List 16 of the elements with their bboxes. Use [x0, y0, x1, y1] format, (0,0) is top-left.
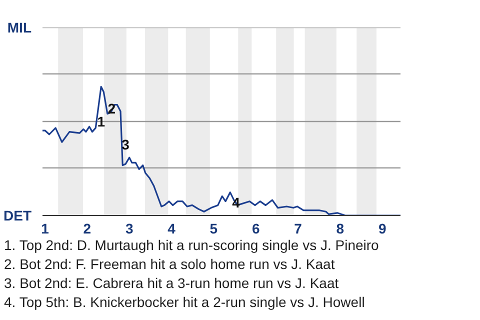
text: 4. Top 5th: B. Knickerbocker hit a 2-run single vs J. Howell: [4, 293, 366, 312]
x-tick-label: 9: [378, 220, 386, 236]
x-tick-label: 4: [168, 220, 176, 236]
x-tick-label: 1: [41, 220, 50, 236]
x-tick-label: 2: [83, 220, 92, 236]
text: 2. Bot 2nd: F. Freeman hit a solo home run vs J. Kaat: [4, 255, 336, 274]
annotation: 1: [97, 114, 106, 130]
text: DET: [4, 208, 32, 224]
x-tick-label: 8: [336, 220, 344, 236]
text: 3. Bot 2nd: E. Cabrera hit a 3-run home run vs J. Kaat: [4, 274, 340, 293]
text: 1. Top 2nd: D. Murtaugh hit a run-scoring single vs J. Pineiro: [4, 236, 379, 255]
x-tick-label: 5: [210, 220, 218, 236]
x-tick-label: 3: [125, 220, 134, 236]
text: MIL: [7, 20, 32, 36]
x-tick-label: 7: [294, 220, 302, 236]
x-tick-label: 6: [252, 220, 260, 236]
